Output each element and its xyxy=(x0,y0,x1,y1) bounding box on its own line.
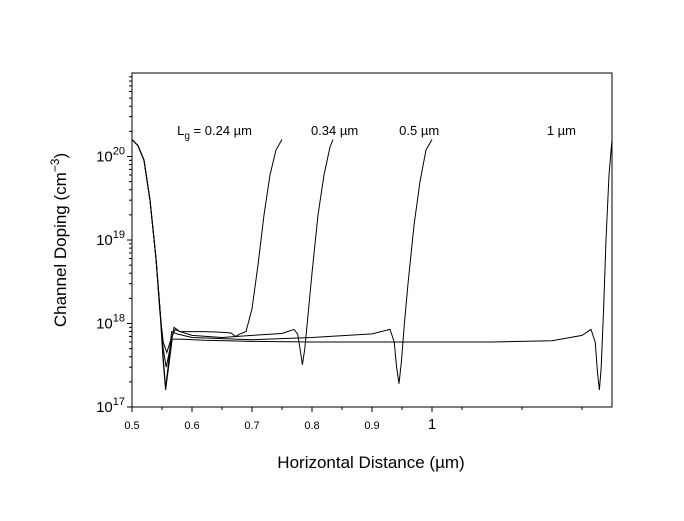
curve-label-value: 0.34 µm xyxy=(311,123,358,138)
curve-label: 1 µm xyxy=(547,123,576,138)
y-tick-base: 10 xyxy=(96,232,113,249)
y-tick-label: 1020 xyxy=(96,146,125,166)
y-tick-base: 10 xyxy=(96,149,113,166)
curve-label-value: 1 µm xyxy=(547,123,576,138)
doping-curve xyxy=(131,139,613,391)
y-tick-exponent: 19 xyxy=(113,229,125,241)
curve-label-prefix: L xyxy=(177,123,184,138)
x-tick-label: 0.6 xyxy=(184,420,199,432)
y-tick-base: 10 xyxy=(96,316,113,333)
y-tick-exponent: 17 xyxy=(113,396,125,408)
x-tick-label: 0.7 xyxy=(244,420,259,432)
plot-annotations: Lg = 0.24 µm 0.34 µm 0.5 µm 1 µm xyxy=(177,123,576,142)
y-tick-label: 1017 xyxy=(96,396,125,416)
y-tick-label: 1019 xyxy=(96,229,125,249)
curve-label-subscript: g xyxy=(184,131,190,142)
curve-label: 0.5 µm xyxy=(399,123,439,138)
y-tick-exponent: 18 xyxy=(113,313,125,325)
x-tick-label: 0.5 xyxy=(124,420,139,432)
y-axis-title-exp: −3 xyxy=(48,158,62,172)
y-axis-title-main: Channel Doping (cm xyxy=(51,172,70,327)
doping-curve xyxy=(131,139,334,368)
x-tick-label: 1 xyxy=(428,416,436,433)
curve-label: 0.34 µm xyxy=(311,123,358,138)
x-axis-title: Horizontal Distance (µm) xyxy=(277,453,464,472)
x-tick-label: 0.9 xyxy=(364,420,379,432)
curve-label: Lg = 0.24 µm xyxy=(177,123,252,142)
doping-curve xyxy=(131,139,433,388)
plot-curves xyxy=(131,139,613,391)
y-tick-label: 1018 xyxy=(96,313,125,333)
y-axis-title: Channel Doping (cm−3) xyxy=(48,153,70,327)
y-tick-exponent: 20 xyxy=(113,146,125,158)
x-tick-label: 0.8 xyxy=(304,420,319,432)
curve-label-value: = 0.24 µm xyxy=(190,123,252,138)
y-axis-title-end: ) xyxy=(51,153,70,159)
curve-label-value: 0.5 µm xyxy=(399,123,439,138)
y-tick-base: 10 xyxy=(96,399,113,416)
